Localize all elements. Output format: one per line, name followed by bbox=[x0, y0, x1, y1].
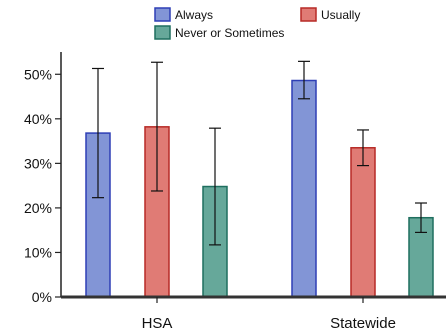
bar-usually-statewide bbox=[350, 147, 376, 298]
error-bar-usually-hsa bbox=[151, 61, 163, 192]
error-bars-layer bbox=[92, 60, 427, 246]
legend-item-usually: Usually bbox=[300, 7, 360, 22]
bars-layer bbox=[85, 79, 434, 298]
error-bar-usually-statewide bbox=[357, 129, 369, 167]
bar-always-statewide bbox=[291, 79, 317, 298]
legend: Always Usually Never or Sometimes bbox=[154, 7, 360, 40]
legend-label: Usually bbox=[321, 8, 360, 22]
legend-label: Always bbox=[175, 8, 213, 22]
error-bar-never-or-sometimes-statewide bbox=[415, 202, 427, 234]
y-tick-label: 50% bbox=[24, 66, 52, 82]
x-category-label: HSA bbox=[142, 315, 173, 332]
error-bar-always-statewide bbox=[298, 60, 310, 100]
legend-swatch bbox=[300, 7, 317, 22]
x-axis-labels: HSA Statewide bbox=[142, 297, 396, 332]
legend-item-always: Always bbox=[154, 7, 213, 22]
legend-item-never-or-sometimes: Never or Sometimes bbox=[154, 25, 284, 40]
legend-label: Never or Sometimes bbox=[175, 26, 284, 40]
error-bar-always-hsa bbox=[92, 67, 104, 199]
legend-swatch bbox=[154, 7, 171, 22]
y-tick-label: 20% bbox=[24, 200, 52, 216]
legend-swatch bbox=[154, 25, 171, 40]
y-tick-label: 40% bbox=[24, 111, 52, 127]
bar-never-or-sometimes-statewide bbox=[408, 216, 434, 298]
y-tick-label: 10% bbox=[24, 244, 52, 260]
x-category-label: Statewide bbox=[330, 315, 396, 332]
y-axis-ticks: 0% 10% 20% 30% 40% 50% bbox=[24, 66, 61, 305]
y-tick-label: 0% bbox=[32, 289, 52, 305]
error-bar-never-or-sometimes-hsa bbox=[209, 127, 221, 246]
y-tick-label: 30% bbox=[24, 155, 52, 171]
